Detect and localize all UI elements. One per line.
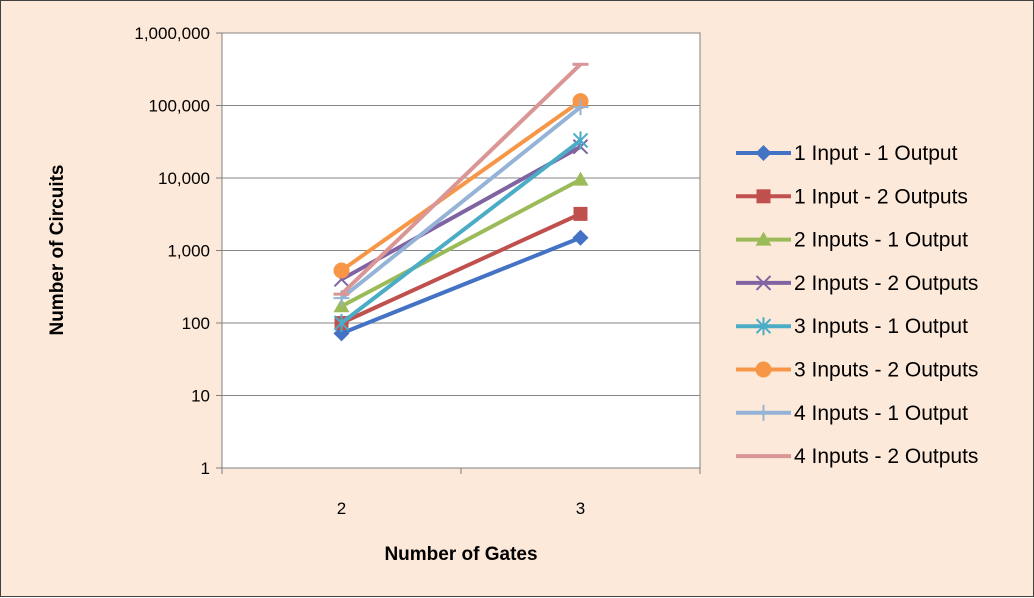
gridlines <box>222 32 700 396</box>
legend-entry: 3 Inputs - 2 Outputs <box>736 359 978 382</box>
data-point-x <box>755 275 772 291</box>
data-point-diamond <box>755 145 772 161</box>
x-tick-label: 2 <box>337 499 346 518</box>
y-axis-ticks: 1 10 100 1,000 10,000 100,000 1,000,000 <box>134 24 222 478</box>
data-point-star <box>572 131 589 150</box>
series-line <box>340 105 582 300</box>
legend-label: 4 Inputs - 2 Outputs <box>794 445 978 468</box>
legend-label: 3 Inputs - 2 Outputs <box>794 359 978 382</box>
series-line <box>340 62 582 296</box>
series-group <box>333 62 589 342</box>
series-5 <box>333 131 589 332</box>
legend-label: 2 Inputs - 1 Output <box>794 229 968 252</box>
series-line <box>340 99 582 273</box>
x-axis-title: Number of Gates <box>384 544 537 565</box>
data-point-plus <box>572 99 589 116</box>
series-line <box>340 138 582 325</box>
legend-label: 4 Inputs - 1 Output <box>794 402 968 425</box>
y-tick-label: 100,000 <box>149 97 210 116</box>
data-point-circle <box>333 262 350 279</box>
legend-entry: 3 Inputs - 1 Output <box>736 315 968 338</box>
legend-entry: 1 Input - 2 Outputs <box>736 185 968 208</box>
legend-entry: 1 Input - 1 Output <box>736 142 958 165</box>
series-8 <box>333 62 589 296</box>
series-line <box>340 212 582 325</box>
legend-label: 1 Input - 1 Output <box>794 142 958 165</box>
y-tick-label: 1,000,000 <box>134 24 210 43</box>
y-tick-label: 10 <box>191 387 210 406</box>
data-point-triangle <box>572 171 589 186</box>
x-tick-label: 3 <box>576 499 585 518</box>
data-point-star <box>755 317 772 336</box>
data-point-square <box>573 206 588 221</box>
data-point-diamond <box>572 229 589 246</box>
y-tick-label: 1 <box>201 459 210 478</box>
data-point-square <box>756 189 771 204</box>
y-tick-label: 100 <box>182 314 210 333</box>
legend-entry: 4 Inputs - 1 Output <box>736 402 968 425</box>
y-axis-title: Number of Circuits <box>47 164 68 335</box>
series-line <box>340 235 582 336</box>
legend: 1 Input - 1 Output 1 Input - 2 Outputs 2 I… <box>736 142 978 468</box>
y-tick-label: 1,000 <box>167 242 210 261</box>
data-point-star <box>333 314 350 332</box>
legend-label: 3 Inputs - 1 Output <box>794 315 968 338</box>
legend-label: 1 Input - 2 Outputs <box>794 185 968 208</box>
data-point-plus <box>755 404 772 421</box>
legend-entry: 2 Inputs - 2 Outputs <box>736 272 978 295</box>
data-point-triangle <box>755 231 772 246</box>
y-tick-label: 10,000 <box>158 169 210 188</box>
series-line <box>340 177 582 309</box>
legend-label: 2 Inputs - 2 Outputs <box>794 272 978 295</box>
data-point-circle <box>755 361 772 378</box>
legend-entry: 2 Inputs - 1 Output <box>736 229 968 252</box>
legend-entry: 4 Inputs - 2 Outputs <box>736 445 978 468</box>
